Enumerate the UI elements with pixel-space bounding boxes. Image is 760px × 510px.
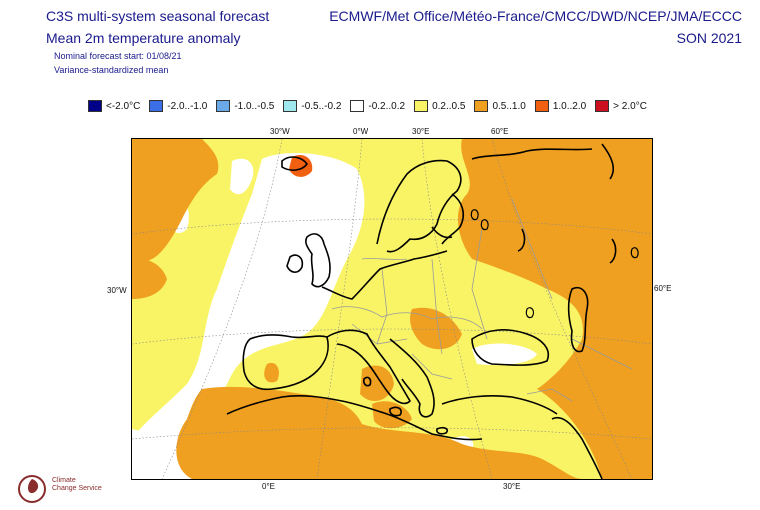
anomaly-zone-warm bbox=[176, 386, 582, 479]
map-svg bbox=[132, 139, 652, 479]
legend-item: -0.5..-0.2 bbox=[283, 100, 341, 112]
lon-label-top: 0°W bbox=[353, 127, 369, 136]
anomaly-zone-neutral bbox=[472, 343, 537, 366]
anomaly-zone-strong-warm bbox=[289, 154, 313, 177]
anomaly-zone-warm bbox=[360, 365, 394, 402]
legend-label: > 2.0°C bbox=[613, 100, 647, 112]
country-borders bbox=[331, 198, 633, 402]
lakes bbox=[470, 209, 639, 319]
legend-swatch bbox=[149, 100, 164, 112]
legend-item: 0.2..0.5 bbox=[414, 100, 465, 112]
anomaly-zone-warm bbox=[264, 362, 279, 383]
lon-label-left: 30°W bbox=[107, 286, 127, 295]
legend-item: <-2.0°C bbox=[88, 100, 140, 112]
title-line-2: Mean 2m temperature anomaly bbox=[46, 30, 241, 46]
lon-label-top: 30°W bbox=[270, 127, 290, 136]
lon-label-right: 60°E bbox=[654, 284, 672, 293]
legend-label: -1.0..-0.5 bbox=[234, 100, 275, 112]
legend-swatch bbox=[534, 100, 549, 112]
legend-label: 0.5..1.0 bbox=[492, 100, 526, 112]
lon-label-top: 60°E bbox=[491, 127, 509, 136]
legend-swatch bbox=[350, 100, 365, 112]
logo-text: Climate Change Service bbox=[52, 477, 102, 493]
anomaly-zone-neutral bbox=[230, 158, 254, 195]
anomaly-zone-warm bbox=[132, 139, 219, 264]
providers-label: ECMWF/Met Office/Météo-France/CMCC/DWD/N… bbox=[329, 8, 742, 24]
legend-item: 0.5..1.0 bbox=[474, 100, 526, 112]
legend-item: -1.0..-0.5 bbox=[216, 100, 274, 112]
copernicus-logo bbox=[16, 473, 48, 510]
anomaly-map bbox=[131, 138, 653, 480]
legend-label: 1.0..2.0 bbox=[552, 100, 587, 112]
legend-item: > 2.0°C bbox=[595, 100, 647, 112]
legend-swatch bbox=[474, 100, 489, 112]
legend-swatch bbox=[414, 100, 429, 112]
legend-item: 1.0..2.0 bbox=[534, 100, 587, 112]
lon-label-bottom: 30°E bbox=[503, 482, 521, 491]
variance-label: Variance-standardized mean bbox=[54, 65, 169, 75]
logo-icon bbox=[18, 475, 46, 503]
graticule bbox=[132, 139, 652, 479]
anomaly-zone-warm bbox=[457, 139, 652, 479]
lon-label-top: 30°E bbox=[412, 127, 430, 136]
season-label: SON 2021 bbox=[676, 30, 742, 46]
lon-label-bottom: 0°E bbox=[262, 482, 275, 491]
legend-label: <-2.0°C bbox=[106, 100, 141, 112]
legend-label: -2.0..-1.0 bbox=[167, 100, 208, 112]
legend-item: -0.2..0.2 bbox=[350, 100, 405, 112]
anomaly-zone-warm bbox=[410, 307, 462, 350]
legend-swatch bbox=[216, 100, 231, 112]
title-line-1: C3S multi-system seasonal forecast bbox=[46, 8, 270, 24]
logo-text-line: Climate bbox=[52, 477, 76, 484]
legend-swatch bbox=[283, 100, 298, 112]
legend-label: 0.2..0.5 bbox=[432, 100, 466, 112]
legend-swatch bbox=[595, 100, 610, 112]
legend-swatch bbox=[88, 100, 102, 112]
legend-label: -0.5..-0.2 bbox=[301, 100, 342, 112]
coastlines bbox=[226, 143, 617, 479]
anomaly-zone-warm bbox=[132, 258, 167, 299]
forecast-start-label: Nominal forecast start: 01/08/21 bbox=[54, 51, 182, 61]
legend-item: -2.0..-1.0 bbox=[149, 100, 207, 112]
legend-label: -0.2..0.2 bbox=[368, 100, 406, 112]
logo-text-line: Change Service bbox=[52, 485, 102, 492]
color-legend: <-2.0°C -2.0..-1.0 -1.0..-0.5 -0.5..-0.2… bbox=[88, 99, 656, 113]
